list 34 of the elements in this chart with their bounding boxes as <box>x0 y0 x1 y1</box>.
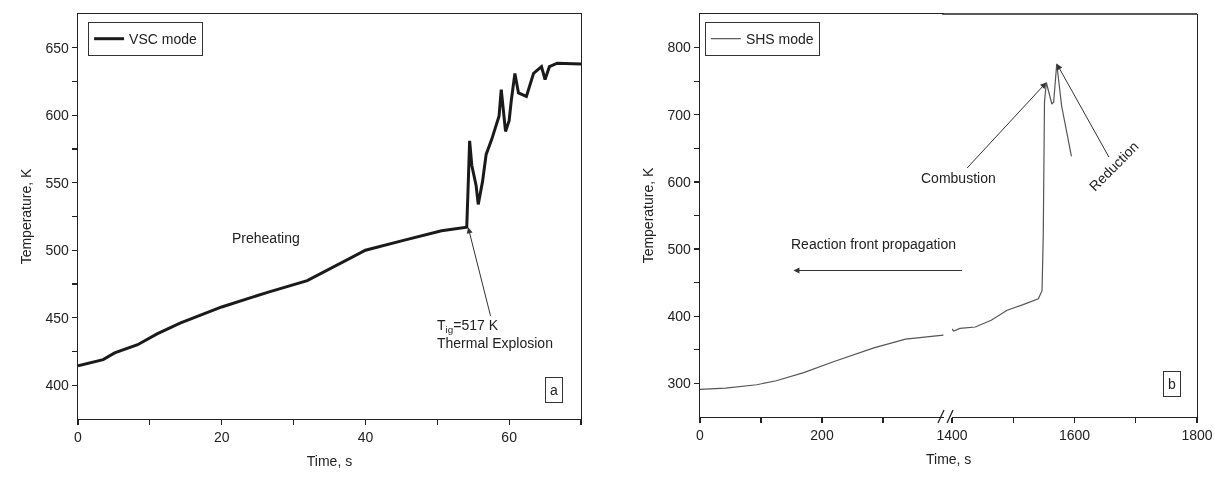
x-tick-label: 20 <box>213 429 230 446</box>
y-tick-label: 300 <box>667 375 692 392</box>
y-tick-label: 500 <box>667 240 692 257</box>
y-tick-label: 700 <box>667 106 692 123</box>
annotation: T$_{ig}$=517 K Thermal Explosion <box>437 317 553 352</box>
annotation: Reaction front propagation <box>791 236 956 252</box>
x-tick-label: 1800 <box>1181 427 1213 444</box>
y-tick-label: 500 <box>45 242 70 259</box>
x-axis-title: Time, s <box>926 451 972 467</box>
x-tick-label: 1600 <box>1058 427 1091 444</box>
y-tick-label: 650 <box>45 39 70 56</box>
x-axis-title: Time, s <box>306 453 353 470</box>
y-tick-label: 400 <box>45 377 70 394</box>
y-tick-label: 800 <box>667 39 692 56</box>
y-tick-label: 600 <box>45 107 70 124</box>
y-tick-label: 400 <box>667 308 692 325</box>
legend-label: VSC mode <box>129 31 197 48</box>
annotation: Preheating <box>232 230 300 246</box>
legend-label: SHS mode <box>745 31 814 48</box>
line-series <box>700 334 944 391</box>
y-axis-title: Temperature, K <box>640 166 657 264</box>
annotation: b <box>1168 376 1176 392</box>
annotation: Combustion <box>921 170 996 186</box>
x-tick-label: 0 <box>696 427 705 444</box>
x-tick-label: 60 <box>501 429 518 446</box>
y-tick-label: 450 <box>45 309 70 326</box>
x-tick-label: 40 <box>357 429 374 446</box>
x-tick-label: 1400 <box>936 427 968 444</box>
x-tick-label: 0 <box>74 429 83 446</box>
x-tick-label: 200 <box>810 427 834 444</box>
y-tick-label: 550 <box>45 174 70 191</box>
y-tick-label: 600 <box>667 173 692 190</box>
annotation: a <box>550 382 558 398</box>
y-axis-title: Temperature, K <box>18 167 35 265</box>
